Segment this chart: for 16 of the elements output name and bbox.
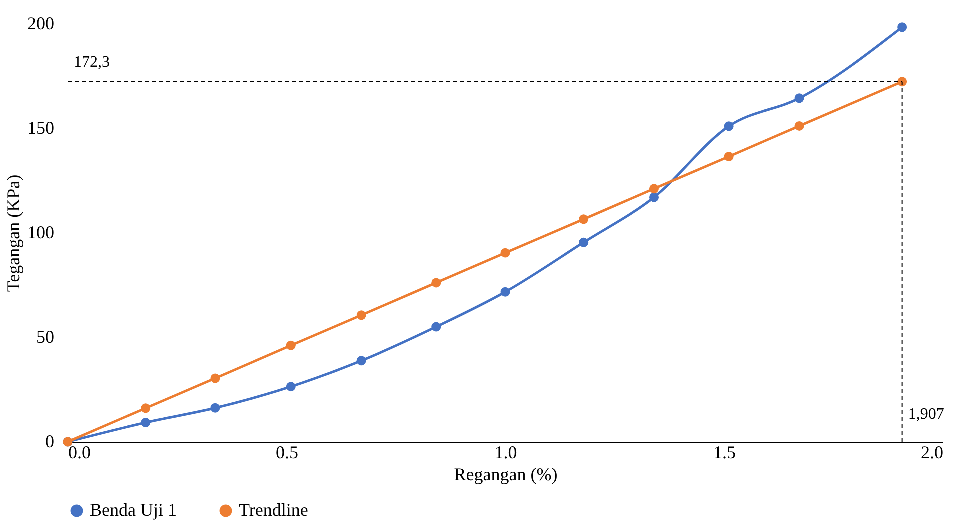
x-tick-label: 0.5	[276, 442, 298, 462]
ref-line-label: 172,3	[74, 54, 110, 71]
y-tick-label: 150	[28, 118, 54, 138]
x-tick-label: 1.5	[714, 442, 736, 462]
ref-line-label: 1,907	[908, 406, 944, 423]
legend-label: Trendline	[239, 500, 308, 520]
y-tick-label: 0	[46, 432, 54, 452]
y-axis-title: Tegangan (KPa)	[4, 174, 24, 292]
legend-label: Benda Uji 1	[90, 500, 177, 520]
x-tick-label: 0.0	[68, 442, 91, 462]
y-tick-label: 50	[36, 327, 54, 347]
y-tick-label: 200	[28, 14, 54, 34]
y-tick-label: 100	[28, 222, 54, 242]
x-tick-label: 2.0	[921, 442, 944, 462]
x-tick-label: 1.0	[494, 442, 518, 462]
x-axis-title: Regangan (%)	[454, 464, 558, 484]
